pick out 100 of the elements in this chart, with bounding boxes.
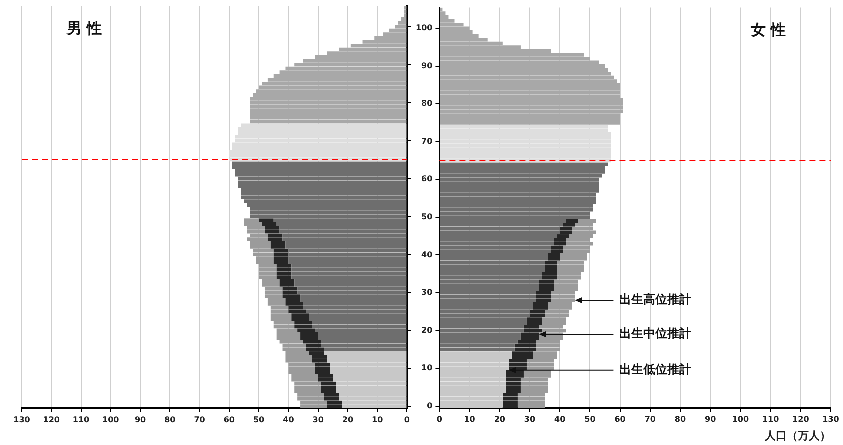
bar bbox=[321, 382, 336, 386]
bar bbox=[440, 114, 620, 118]
bar bbox=[440, 284, 540, 288]
text: 女 性 bbox=[750, 21, 786, 40]
bar bbox=[276, 276, 292, 280]
bar bbox=[232, 162, 407, 166]
bar bbox=[324, 397, 340, 401]
bar bbox=[440, 287, 540, 292]
bar bbox=[548, 302, 572, 306]
bar bbox=[440, 328, 524, 333]
bar bbox=[440, 208, 594, 212]
x-tick-label: 70 bbox=[194, 415, 206, 424]
bar bbox=[312, 359, 328, 363]
bar bbox=[533, 352, 558, 356]
bar bbox=[250, 245, 271, 249]
bar bbox=[321, 389, 336, 394]
bar bbox=[306, 310, 407, 314]
bar bbox=[440, 332, 521, 336]
bar bbox=[524, 325, 540, 329]
bar bbox=[554, 242, 566, 246]
bar bbox=[270, 310, 289, 314]
bar bbox=[238, 180, 407, 184]
bar bbox=[280, 279, 295, 284]
bar bbox=[264, 286, 283, 291]
x-tick-label: 130 bbox=[14, 415, 31, 424]
y-tick-label: 40 bbox=[422, 250, 434, 260]
bar bbox=[440, 234, 558, 238]
bar bbox=[536, 340, 560, 344]
y-tick-label: 30 bbox=[422, 288, 434, 298]
bar bbox=[551, 246, 564, 250]
bar bbox=[551, 250, 564, 254]
y-tick-label: 0 bbox=[427, 401, 434, 410]
bar bbox=[327, 404, 342, 408]
bar bbox=[259, 264, 277, 268]
y-tick-label: 90 bbox=[422, 61, 434, 70]
bar bbox=[294, 321, 312, 325]
bar bbox=[545, 268, 558, 272]
y-tick-label: 100 bbox=[416, 24, 434, 33]
bar bbox=[282, 286, 298, 291]
bar bbox=[520, 336, 540, 340]
bar bbox=[440, 396, 503, 401]
y-tick-label: 60 bbox=[422, 174, 434, 184]
bar bbox=[282, 294, 301, 298]
bar bbox=[336, 382, 407, 386]
bar bbox=[524, 374, 552, 378]
x-tick-label: 80 bbox=[674, 415, 686, 424]
x-tick-label: 20 bbox=[494, 415, 506, 424]
bar bbox=[304, 340, 322, 344]
bar bbox=[440, 298, 536, 302]
annotation: 出生低位推計 bbox=[620, 362, 692, 377]
bar bbox=[315, 366, 330, 370]
bar bbox=[440, 291, 536, 295]
bar bbox=[292, 264, 407, 268]
bar bbox=[288, 370, 316, 374]
bar bbox=[518, 340, 536, 344]
bar bbox=[259, 86, 407, 90]
bar bbox=[440, 260, 546, 265]
bar bbox=[282, 238, 407, 242]
bar bbox=[318, 332, 407, 336]
bar bbox=[292, 374, 318, 378]
x-tick-label: 50 bbox=[253, 415, 266, 424]
x-tick-label: 60 bbox=[224, 415, 236, 424]
bar bbox=[342, 404, 407, 408]
bar bbox=[440, 314, 530, 318]
bar bbox=[264, 226, 280, 230]
bar bbox=[264, 230, 280, 234]
bar bbox=[288, 256, 407, 260]
bar bbox=[300, 400, 328, 405]
bar bbox=[253, 249, 274, 253]
bar bbox=[514, 348, 536, 352]
bar bbox=[440, 253, 548, 258]
bar bbox=[286, 241, 407, 246]
bar bbox=[244, 218, 260, 222]
annotation: 出生中位推計 bbox=[620, 326, 692, 341]
bar bbox=[520, 382, 548, 386]
bar bbox=[566, 242, 594, 246]
bar bbox=[292, 272, 407, 276]
bar bbox=[548, 257, 560, 261]
bar bbox=[270, 306, 289, 310]
bar bbox=[440, 106, 624, 110]
bar bbox=[276, 268, 292, 272]
bar bbox=[440, 216, 590, 220]
bar bbox=[286, 302, 304, 306]
x-tick-label: 130 bbox=[822, 415, 840, 424]
bar bbox=[539, 280, 554, 284]
bar bbox=[440, 174, 602, 178]
bar bbox=[256, 90, 407, 94]
bar bbox=[262, 222, 277, 226]
bar bbox=[298, 328, 316, 332]
bar bbox=[264, 294, 283, 298]
y-tick-label: 20 bbox=[422, 326, 434, 335]
bar bbox=[288, 366, 316, 370]
bar bbox=[241, 192, 407, 196]
bar bbox=[536, 348, 560, 352]
bar bbox=[526, 359, 554, 363]
bar bbox=[280, 340, 304, 344]
bar bbox=[292, 268, 407, 272]
bar bbox=[526, 318, 542, 322]
bar bbox=[557, 276, 582, 280]
x-tick-label: 20 bbox=[342, 415, 354, 424]
